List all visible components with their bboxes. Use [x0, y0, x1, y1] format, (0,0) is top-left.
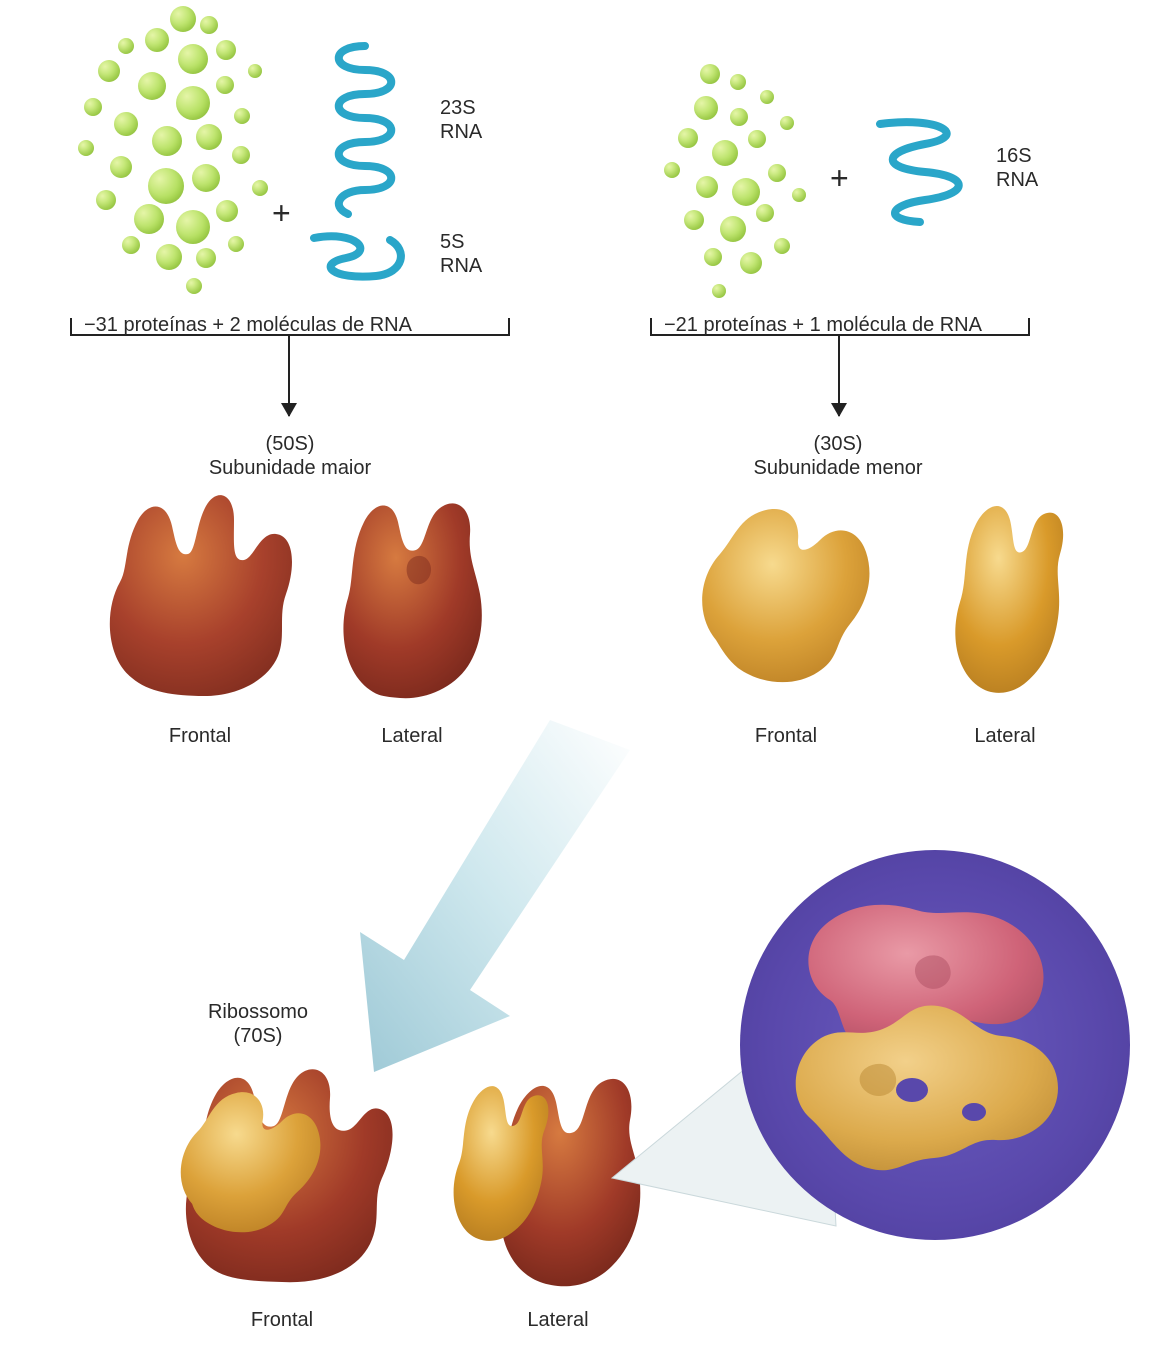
- protein-sphere: [730, 74, 746, 90]
- small-subunit-lateral: [940, 490, 1070, 700]
- protein-sphere: [134, 204, 164, 234]
- large-subunit-frontal: [100, 490, 300, 710]
- protein-sphere: [118, 38, 134, 54]
- big-arrow: [350, 720, 630, 1080]
- protein-sphere: [704, 248, 722, 266]
- bracket-left-text: −31 proteínas + 2 moléculas de RNA: [84, 314, 412, 337]
- protein-sphere: [170, 6, 196, 32]
- plus-sign-left: +: [272, 195, 291, 232]
- protein-sphere: [730, 108, 748, 126]
- protein-sphere: [78, 140, 94, 156]
- protein-sphere: [176, 210, 210, 244]
- rna-23s: [300, 40, 430, 220]
- rna-5s: [306, 226, 416, 286]
- rna-5s-label: 5S RNA: [440, 230, 482, 278]
- protein-sphere: [664, 162, 680, 178]
- view-label-small-frontal: Frontal: [736, 724, 836, 748]
- view-label-small-lateral: Lateral: [955, 724, 1055, 748]
- protein-sphere: [756, 204, 774, 222]
- protein-sphere: [145, 28, 169, 52]
- protein-sphere: [792, 188, 806, 202]
- protein-sphere: [178, 44, 208, 74]
- view-label-large-frontal: Frontal: [150, 724, 250, 748]
- protein-sphere: [234, 108, 250, 124]
- protein-sphere: [122, 236, 140, 254]
- protein-sphere: [248, 64, 262, 78]
- protein-sphere: [700, 64, 720, 84]
- protein-sphere: [192, 164, 220, 192]
- view-label-ribosome-frontal: Frontal: [232, 1308, 332, 1332]
- protein-sphere: [84, 98, 102, 116]
- protein-sphere: [696, 176, 718, 198]
- arrow-left: [288, 336, 290, 416]
- protein-sphere: [152, 126, 182, 156]
- protein-sphere: [196, 124, 222, 150]
- rna-16s: [870, 110, 980, 230]
- protein-sphere: [228, 236, 244, 252]
- ribosome-frontal: [170, 1060, 400, 1290]
- protein-sphere: [684, 210, 704, 230]
- protein-sphere: [760, 90, 774, 104]
- large-subunit-label: (50S) Subunidade maior: [180, 432, 400, 480]
- protein-sphere: [712, 284, 726, 298]
- small-subunit-label: (30S) Subunidade menor: [728, 432, 948, 480]
- protein-sphere: [232, 146, 250, 164]
- protein-sphere: [176, 86, 210, 120]
- ribosome-label: Ribossomo (70S): [168, 1000, 348, 1048]
- protein-sphere: [774, 238, 790, 254]
- protein-sphere: [98, 60, 120, 82]
- protein-sphere: [732, 178, 760, 206]
- protein-sphere: [780, 116, 794, 130]
- protein-sphere: [216, 200, 238, 222]
- protein-sphere: [148, 168, 184, 204]
- protein-sphere: [96, 190, 116, 210]
- protein-sphere: [114, 112, 138, 136]
- rna-16s-label: 16S RNA: [996, 144, 1038, 192]
- rna-23s-label: 23S RNA: [440, 96, 482, 144]
- protein-sphere: [694, 96, 718, 120]
- protein-sphere: [768, 164, 786, 182]
- micrograph-content: [770, 880, 1100, 1210]
- protein-sphere: [156, 244, 182, 270]
- protein-sphere: [110, 156, 132, 178]
- protein-sphere: [712, 140, 738, 166]
- protein-sphere: [138, 72, 166, 100]
- protein-sphere: [720, 216, 746, 242]
- protein-sphere: [216, 76, 234, 94]
- plus-sign-right: +: [830, 160, 849, 197]
- large-subunit-lateral: [330, 490, 500, 710]
- bracket-right-text: −21 proteínas + 1 molécula de RNA: [664, 314, 982, 337]
- protein-sphere: [740, 252, 762, 274]
- protein-sphere: [186, 278, 202, 294]
- small-subunit-frontal: [690, 500, 890, 690]
- protein-sphere: [200, 16, 218, 34]
- view-label-ribosome-lateral: Lateral: [508, 1308, 608, 1332]
- protein-sphere: [252, 180, 268, 196]
- protein-sphere: [748, 130, 766, 148]
- protein-sphere: [678, 128, 698, 148]
- protein-sphere: [216, 40, 236, 60]
- protein-sphere: [196, 248, 216, 268]
- arrow-right: [838, 336, 840, 416]
